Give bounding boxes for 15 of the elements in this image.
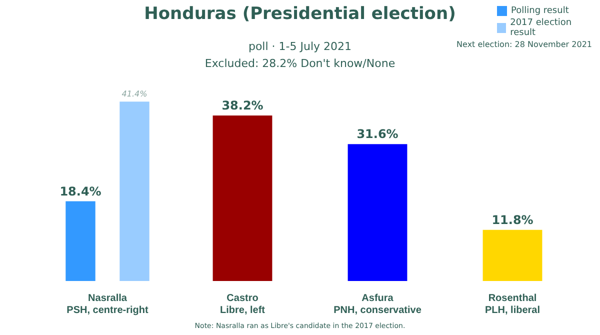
chart-subtitle: poll · 1-5 July 2021 xyxy=(248,40,352,53)
data-label: 11.8% xyxy=(492,212,534,227)
x-tick-label: Rosenthal PLH, liberal xyxy=(484,292,540,316)
data-label: 41.4% xyxy=(122,90,148,99)
text: Next election: 28 November 2021 xyxy=(456,40,592,49)
x-tick-label: Castro Libre, left xyxy=(220,292,266,316)
data-label: 38.2% xyxy=(222,98,264,113)
text: Excluded: 28.2% Don't know/None xyxy=(204,57,396,70)
legend-label: 2017 election result xyxy=(510,18,573,38)
legend-label: Polling result xyxy=(511,6,569,16)
x-tick-label: Asfura PNH, conservative xyxy=(334,292,422,316)
x-tick-label: Nasralla PSH, centre-right xyxy=(66,292,150,316)
chart-title: Honduras (Presidential election) xyxy=(144,4,456,24)
data-label: 18.4% xyxy=(60,184,102,198)
data-label: 31.6% xyxy=(356,127,398,142)
